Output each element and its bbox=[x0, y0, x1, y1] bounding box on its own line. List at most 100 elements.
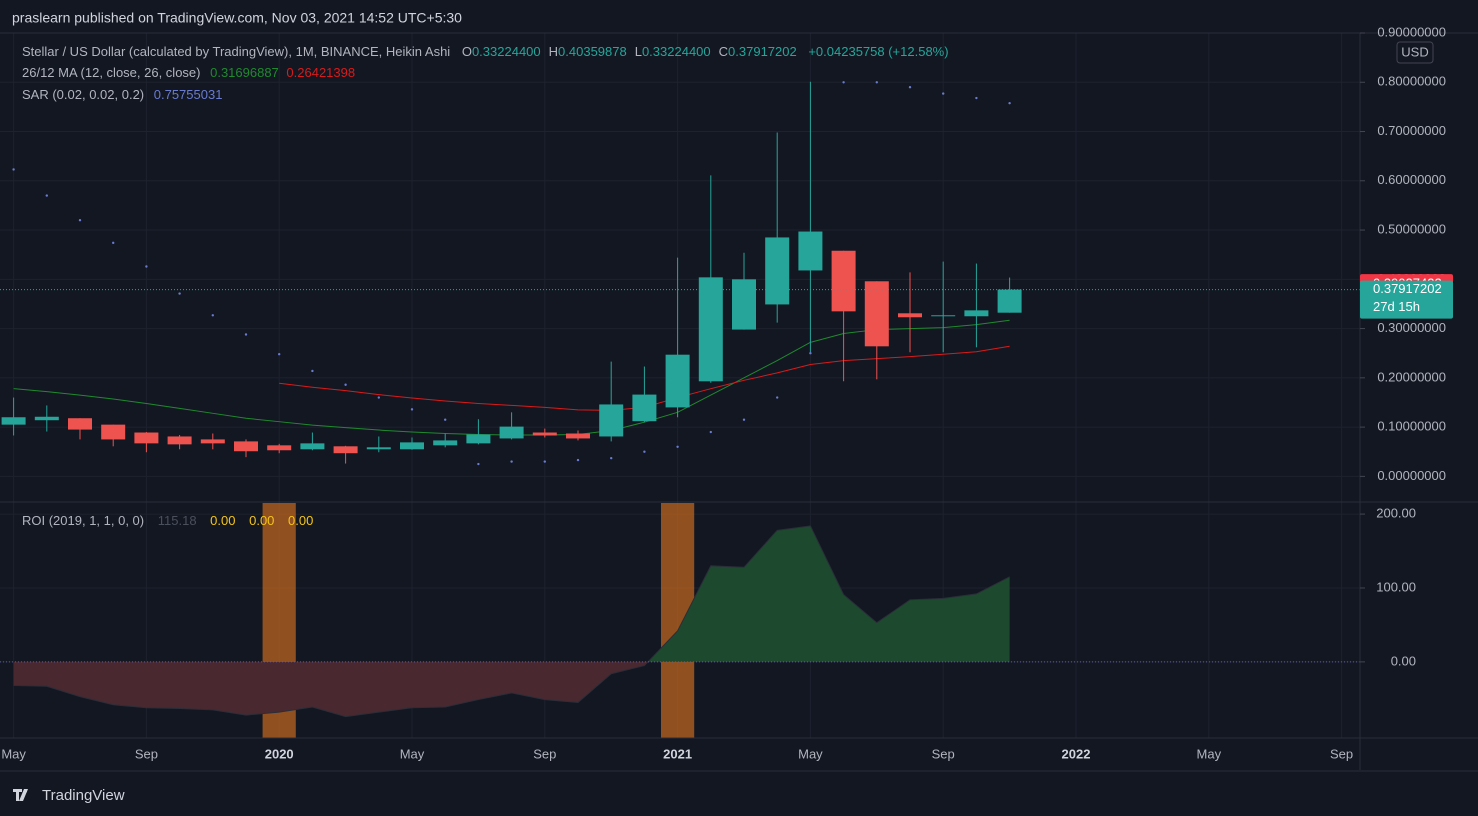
currency-box[interactable] bbox=[1396, 41, 1434, 64]
sar-dot bbox=[610, 456, 613, 460]
ohlc-key: O bbox=[462, 44, 472, 59]
y-tick-label: 0.20000000 bbox=[1377, 369, 1446, 384]
ohlc-value: 0.37917202 bbox=[728, 44, 797, 59]
candle-body bbox=[599, 404, 624, 437]
sar-dot bbox=[809, 352, 812, 355]
roi-value: 0.00 bbox=[249, 513, 274, 528]
x-tick-label: Sep bbox=[932, 746, 955, 761]
sar-dot bbox=[576, 458, 580, 462]
y-tick-label: 0.00 bbox=[1391, 653, 1416, 668]
currency[interactable]: USD bbox=[1401, 44, 1428, 59]
price-label-box bbox=[1360, 280, 1453, 319]
ohlc-key: H bbox=[549, 44, 558, 59]
candle-body bbox=[898, 313, 922, 318]
sar-dot bbox=[510, 460, 513, 463]
candle-body bbox=[532, 432, 557, 436]
x-tick-label: May bbox=[798, 746, 823, 761]
header: praslearn published on TradingView.com, … bbox=[12, 10, 462, 26]
x-tick-label: 2022 bbox=[1062, 746, 1091, 761]
sar-dot bbox=[278, 352, 281, 356]
candle-body bbox=[566, 433, 590, 439]
ohlc-key: L bbox=[635, 44, 642, 59]
candle-body bbox=[1, 417, 26, 425]
y-tick-label: 0.90000000 bbox=[1377, 24, 1446, 39]
sar-dot bbox=[942, 92, 945, 95]
candle-body bbox=[366, 447, 391, 450]
candle-body bbox=[632, 394, 657, 422]
roi-legend: ROI (2019, 1, 1, 0, 0) 115.18 0.00 0.00 … bbox=[22, 513, 313, 528]
sar-dot bbox=[244, 333, 248, 336]
y-tick-label: 200.00 bbox=[1376, 506, 1416, 521]
x-tick-label: May bbox=[1197, 746, 1222, 761]
x-tick-label: May bbox=[400, 746, 425, 761]
y-tick-label: 0.80000000 bbox=[1377, 74, 1446, 89]
candle-body bbox=[200, 439, 225, 444]
sar-value: 0.75755031 bbox=[154, 87, 223, 102]
candle-body bbox=[267, 445, 292, 451]
y-tick-label: 0.60000000 bbox=[1377, 172, 1446, 187]
x-tick-label: 2021 bbox=[663, 746, 692, 761]
ohlc-key: C bbox=[719, 44, 728, 59]
roi-area-positive bbox=[647, 525, 1010, 662]
x-tick-label: May bbox=[1, 746, 26, 761]
sar-dot bbox=[112, 241, 115, 245]
sar-dot bbox=[12, 168, 15, 171]
candle-body bbox=[167, 436, 192, 445]
ohlc-value: 0.33224400 bbox=[472, 44, 541, 59]
roi-name: ROI (2019, 1, 1, 0, 0) bbox=[22, 513, 144, 528]
candle-body bbox=[134, 432, 159, 444]
roi-value: 0.00 bbox=[288, 513, 313, 528]
candle-body bbox=[68, 418, 92, 430]
candle-body bbox=[300, 443, 325, 450]
x-tick-label: Sep bbox=[135, 746, 158, 761]
price-label: 0.37917202 bbox=[1373, 281, 1442, 296]
ma-name: 26/12 MA (12, close, 26, close) bbox=[22, 65, 200, 80]
candle-body bbox=[665, 354, 690, 408]
sar-dot bbox=[742, 418, 746, 421]
ma-legend: 26/12 MA (12, close, 26, close) 0.316968… bbox=[22, 65, 355, 80]
sar-dot bbox=[776, 396, 779, 399]
y-tick-label: 0.10000000 bbox=[1377, 419, 1446, 434]
y-tick-label: 0.30000000 bbox=[1377, 320, 1446, 335]
sar-dot bbox=[45, 194, 48, 197]
sar-legend: SAR (0.02, 0.02, 0.2) 0.75755031 bbox=[22, 87, 222, 102]
sar-name: SAR (0.02, 0.02, 0.2) bbox=[22, 87, 144, 102]
sar-dot bbox=[344, 383, 347, 386]
ohlc-value: 0.33224400 bbox=[642, 44, 711, 59]
candle-body bbox=[931, 315, 956, 317]
sar-dot bbox=[444, 418, 447, 421]
sar-dot bbox=[842, 81, 845, 84]
sar-dot bbox=[543, 460, 546, 463]
roi-line bbox=[13, 525, 1010, 718]
candle-body bbox=[997, 289, 1022, 313]
sar-dot bbox=[377, 396, 380, 399]
y-tick-label: 0.70000000 bbox=[1377, 123, 1446, 138]
sar-dot bbox=[676, 445, 679, 449]
candle-body bbox=[798, 231, 823, 271]
sar-dot bbox=[908, 85, 912, 89]
x-tick-label: Sep bbox=[1330, 746, 1353, 761]
candle-body bbox=[864, 281, 889, 347]
x-tick-label: 2020 bbox=[265, 746, 294, 761]
sar-dot bbox=[1008, 101, 1011, 105]
sar-dot bbox=[145, 265, 148, 268]
y-tick-label: 0.00000000 bbox=[1377, 468, 1446, 483]
candle-body bbox=[765, 237, 790, 305]
countdown: 27d 15h bbox=[1373, 299, 1420, 314]
footer-brand: TradingView bbox=[42, 787, 125, 804]
main-legend: Stellar / US Dollar (calculated by Tradi… bbox=[22, 44, 949, 59]
ohlc-value: 0.40359878 bbox=[558, 44, 627, 59]
roi-value: 0.00 bbox=[210, 513, 235, 528]
candle-body bbox=[34, 416, 59, 421]
candle-body bbox=[698, 277, 723, 382]
sar-dot bbox=[211, 314, 214, 317]
y-tick-label: 100.00 bbox=[1376, 579, 1416, 594]
candle-body bbox=[333, 446, 358, 454]
sar-dot bbox=[178, 292, 181, 295]
sar-dot bbox=[311, 369, 314, 373]
candle-body bbox=[964, 310, 989, 317]
y-tick-label: 0.50000000 bbox=[1377, 221, 1446, 236]
candle-body bbox=[234, 441, 258, 452]
sar-dot bbox=[410, 408, 414, 411]
ma-fast-value: 0.31696887 bbox=[210, 65, 279, 80]
